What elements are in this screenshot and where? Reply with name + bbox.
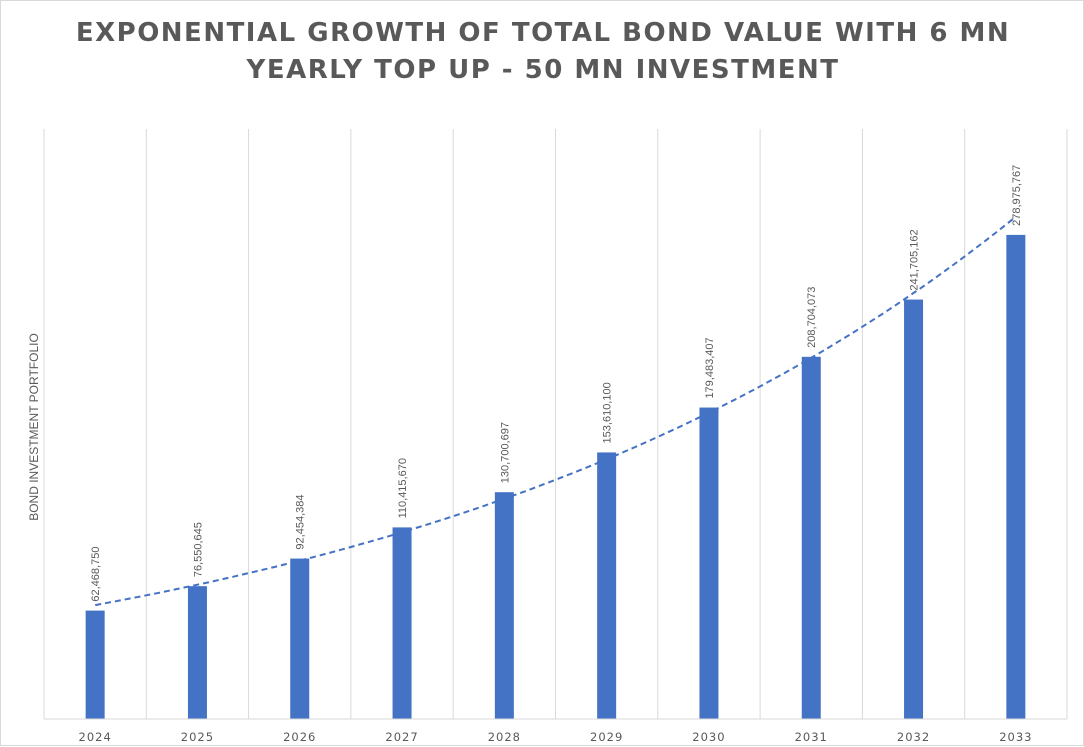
data-label-2028: 130,700,697 xyxy=(499,422,511,483)
bar-2033 xyxy=(1006,234,1026,719)
x-tick-label-2026: 2026 xyxy=(283,730,316,744)
data-label-2031: 208,704,073 xyxy=(806,287,818,348)
x-tick-label-2029: 2029 xyxy=(590,730,623,744)
bar-2028 xyxy=(494,492,514,719)
bar-2029 xyxy=(597,452,617,719)
data-label-2032: 241,705,162 xyxy=(909,229,921,290)
bar-2025 xyxy=(187,586,207,719)
bar-2032 xyxy=(904,299,924,719)
x-tick-label-2024: 2024 xyxy=(79,730,112,744)
x-tick-label-2030: 2030 xyxy=(692,730,725,744)
x-axis: 2024 2025 2026 2027 2028 2029 2030 2031 2032 2033 xyxy=(44,718,1067,744)
data-label-2033: 278,975,767 xyxy=(1011,165,1023,226)
bar-series xyxy=(85,234,1026,719)
data-label-2029: 153,610,100 xyxy=(602,382,614,443)
bar-2027 xyxy=(392,527,412,719)
x-tick-label-2033: 2033 xyxy=(999,730,1032,744)
x-tick-label-2031: 2031 xyxy=(795,730,828,744)
data-labels: 62,468,750 76,550,645 92,454,384 110,415,67… xyxy=(90,165,1023,602)
x-tick-label-2025: 2025 xyxy=(181,730,214,744)
exponential-trendline xyxy=(95,215,1017,607)
y-axis-title: BOND INVESTMENT PORTFOLIO xyxy=(27,333,41,521)
data-label-2024: 62,468,750 xyxy=(90,547,102,602)
data-label-2030: 179,483,407 xyxy=(704,337,716,398)
data-label-2026: 92,454,384 xyxy=(295,495,307,550)
trendline-layer xyxy=(95,215,1017,607)
bar-2026 xyxy=(290,558,310,719)
x-tick-label-2027: 2027 xyxy=(385,730,418,744)
chart-title-line-1: EXPONENTIAL GROWTH OF TOTAL BOND VALUE W… xyxy=(75,18,1011,48)
x-tick-label-2032: 2032 xyxy=(897,730,930,744)
chart-title: EXPONENTIAL GROWTH OF TOTAL BOND VALUE W… xyxy=(1,15,1084,89)
data-label-2025: 76,550,645 xyxy=(192,522,204,577)
x-tick-label-2028: 2028 xyxy=(488,730,521,744)
bar-2031 xyxy=(801,356,821,719)
chart-title-line-2: YEARLY TOP UP - 50 MN INVESTMENT xyxy=(246,55,840,85)
bar-2024 xyxy=(85,610,105,719)
grid-lines xyxy=(43,129,1068,719)
bar-2030 xyxy=(699,407,719,719)
data-label-2027: 110,415,670 xyxy=(397,458,409,518)
